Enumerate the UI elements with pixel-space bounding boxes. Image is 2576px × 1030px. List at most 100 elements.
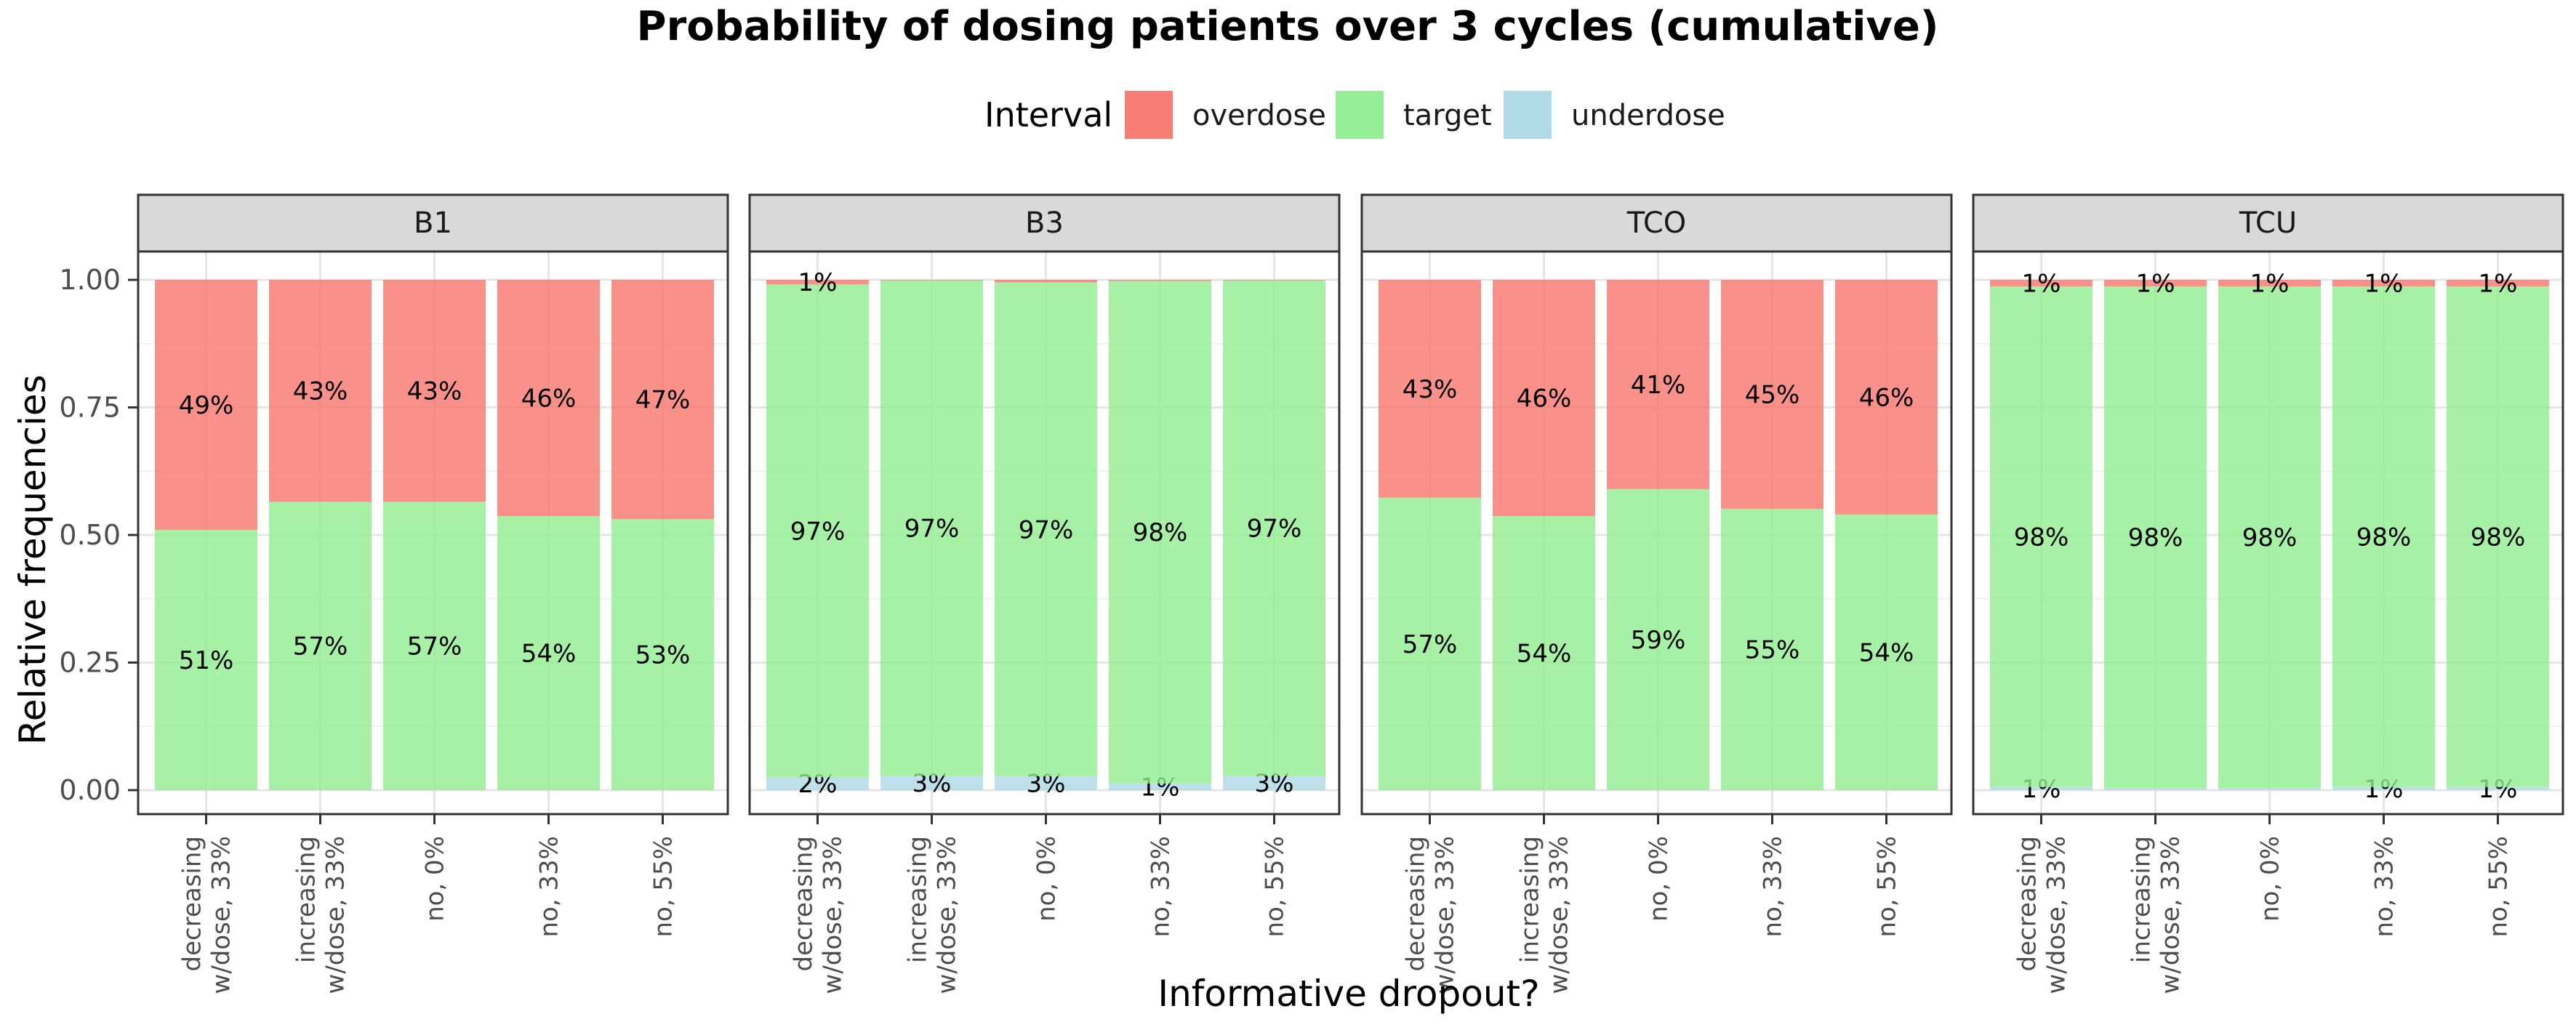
- bar-overdose: [2104, 280, 2207, 287]
- panel-strip-label: B1: [414, 206, 452, 240]
- x-tick-label: w/dose, 33%: [321, 836, 350, 994]
- bar-label-overdose: 43%: [1403, 375, 1458, 404]
- y-tick-label: 0.50: [59, 519, 121, 551]
- x-axis-title: Informative dropout?: [1157, 973, 1539, 1015]
- x-tick-label: no, 33%: [2370, 836, 2399, 938]
- bar-label-overdose: 1%: [2250, 270, 2290, 299]
- x-tick-label: no, 55%: [649, 836, 678, 938]
- x-tick-label: no, 33%: [535, 836, 564, 938]
- bar-underdose: [2447, 786, 2549, 790]
- bar-overdose: [1109, 280, 1211, 281]
- panel-strip: [748, 193, 1341, 253]
- bar-label-target: 54%: [1859, 638, 1914, 667]
- panel-strip-label: TCO: [1626, 206, 1687, 240]
- bar-label-overdose: 1%: [2364, 270, 2404, 299]
- bar-label-target: 98%: [2128, 523, 2183, 552]
- bar-target: [1990, 286, 2093, 787]
- legend: Interval overdose target underdose: [984, 91, 1725, 139]
- x-tick-label: w/dose, 33%: [207, 836, 236, 994]
- bar-target: [766, 284, 869, 778]
- bar-underdose: [2332, 786, 2435, 790]
- x-tick-label: no, 0%: [1645, 836, 1674, 922]
- bar-label-overdose: 47%: [635, 386, 691, 415]
- panel-border: [1360, 250, 1953, 816]
- bar-label-overdose: 43%: [407, 377, 462, 406]
- bar-label-overdose: 49%: [179, 391, 234, 420]
- bar-target: [1607, 488, 1709, 790]
- bar-underdose: [2104, 788, 2207, 790]
- bar-overdose: [1990, 280, 2093, 287]
- x-tick-label: decreasing: [790, 836, 819, 971]
- bar-overdose: [497, 280, 600, 517]
- x-tick-label: w/dose, 33%: [933, 836, 962, 994]
- x-tick-label: decreasing: [2013, 836, 2042, 971]
- bar-target: [2104, 286, 2207, 789]
- bar-label-target: 98%: [2356, 523, 2412, 552]
- bar-label-target: 54%: [1517, 640, 1572, 669]
- bar-label-target: 97%: [790, 517, 846, 546]
- panel-B1: B1 51% 49% 57% 43% 57% 43% 54% 46% 53% 47% decreasi…: [137, 193, 729, 994]
- bar-label-target: 55%: [1745, 636, 1800, 665]
- bar-label-target: 57%: [293, 632, 348, 661]
- bar-overdose: [383, 280, 486, 502]
- bar-target: [1109, 281, 1211, 784]
- legend-swatch-overdose: [1125, 91, 1173, 139]
- bar-label-target: 97%: [1019, 515, 1074, 544]
- bar-overdose: [1721, 280, 1823, 510]
- x-tick-label: w/dose, 33%: [1545, 836, 1574, 994]
- bar-overdose: [611, 280, 714, 520]
- bar-target: [1223, 280, 1325, 776]
- y-axis-title: Relative frequencies: [12, 374, 54, 744]
- bar-overdose: [1379, 280, 1481, 498]
- bar-overdose: [2447, 280, 2549, 287]
- legend-label-overdose: overdose: [1192, 99, 1326, 132]
- x-tick-label: no, 55%: [1261, 836, 1290, 938]
- bar-overdose: [2218, 280, 2321, 287]
- bar-target: [995, 282, 1097, 777]
- x-tick-label: w/dose, 33%: [819, 836, 848, 994]
- bar-overdose: [1835, 280, 1938, 515]
- bar-target: [1493, 516, 1595, 790]
- bar-label-target: 54%: [521, 640, 577, 669]
- bar-target: [497, 516, 600, 790]
- panel-border: [1972, 250, 2564, 816]
- bar-label-overdose: 46%: [1517, 385, 1572, 414]
- bar-label-target: 97%: [904, 515, 960, 544]
- x-tick-label: decreasing: [1402, 836, 1431, 971]
- x-tick-label: decreasing: [178, 836, 207, 971]
- bar-label-target: 59%: [1631, 626, 1686, 655]
- bar-overdose: [1223, 280, 1325, 281]
- bar-target: [1379, 497, 1481, 790]
- y-axis: 0.00 0.25 0.50 0.75 1.00: [59, 264, 138, 806]
- chart-title: Probability of dosing patients over 3 cy…: [637, 3, 1939, 50]
- legend-swatch-target: [1336, 91, 1384, 139]
- bar-overdose: [269, 280, 372, 502]
- bar-label-overdose: 1%: [2479, 270, 2518, 299]
- bar-overdose: [880, 280, 983, 281]
- bar-label-overdose: 45%: [1745, 381, 1800, 410]
- bar-target: [269, 502, 372, 790]
- bar-target: [2218, 286, 2321, 789]
- bar-label-overdose: 43%: [293, 377, 348, 406]
- panel-border: [748, 250, 1341, 816]
- x-tick-label: increasing: [904, 836, 933, 963]
- y-tick-label: 0.25: [59, 647, 121, 679]
- bar-target: [880, 280, 983, 776]
- panel-strip: [137, 193, 729, 253]
- panel-strip-label: B3: [1025, 206, 1064, 240]
- bar-label-overdose: 46%: [521, 385, 577, 414]
- panel-B3: B32%97%1%3%97%3%97%1%98%3%97%decreasing w…: [748, 193, 1341, 994]
- x-tick-label: w/dose, 33%: [2042, 836, 2071, 994]
- legend-label-underdose: underdose: [1571, 99, 1725, 132]
- legend-swatch-underdose: [1504, 91, 1552, 139]
- bar-label-overdose: 1%: [2136, 270, 2175, 299]
- x-tick-label: no, 0%: [1032, 836, 1062, 922]
- x-tick-label: w/dose, 33%: [1431, 836, 1460, 994]
- bar-label-target: 98%: [2014, 523, 2069, 552]
- x-tick-label: no, 33%: [1147, 836, 1176, 938]
- bar-overdose: [155, 280, 257, 530]
- bar-underdose: [880, 776, 983, 790]
- bar-label-target: 98%: [2242, 523, 2298, 552]
- x-tick-label: increasing: [292, 836, 321, 963]
